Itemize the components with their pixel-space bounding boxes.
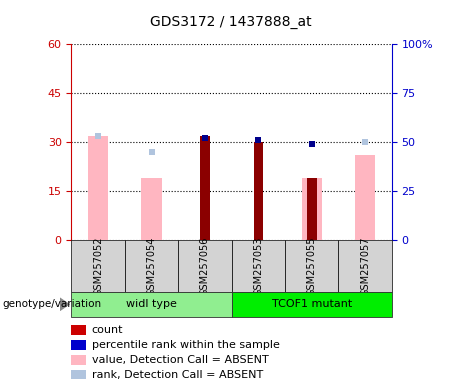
Bar <box>301 178 322 240</box>
Text: rank, Detection Call = ABSENT: rank, Detection Call = ABSENT <box>92 370 263 380</box>
Text: GSM257057: GSM257057 <box>360 236 370 296</box>
Text: GSM257054: GSM257054 <box>147 236 157 296</box>
Bar <box>71 325 86 335</box>
Text: GSM257052: GSM257052 <box>93 236 103 296</box>
Text: genotype/variation: genotype/variation <box>2 299 101 310</box>
Bar <box>178 240 231 292</box>
Text: value, Detection Call = ABSENT: value, Detection Call = ABSENT <box>92 355 268 365</box>
Polygon shape <box>60 297 70 311</box>
Bar <box>142 178 162 240</box>
Bar <box>231 240 285 292</box>
Bar <box>71 370 86 379</box>
Bar <box>307 178 317 240</box>
Bar <box>71 240 125 292</box>
Text: GSM257055: GSM257055 <box>307 236 317 296</box>
Text: percentile rank within the sample: percentile rank within the sample <box>92 340 279 350</box>
Bar <box>71 340 86 350</box>
Bar <box>338 240 392 292</box>
Bar <box>125 240 178 292</box>
Bar <box>71 292 231 317</box>
Text: GSM257056: GSM257056 <box>200 236 210 296</box>
Bar <box>231 292 392 317</box>
Text: GDS3172 / 1437888_at: GDS3172 / 1437888_at <box>150 15 311 28</box>
Bar <box>285 240 338 292</box>
Bar <box>71 355 86 364</box>
Text: widl type: widl type <box>126 299 177 310</box>
Bar <box>254 142 263 240</box>
Bar <box>200 136 210 240</box>
Bar <box>355 155 375 240</box>
Bar <box>88 136 108 240</box>
Text: count: count <box>92 325 123 335</box>
Text: GSM257053: GSM257053 <box>254 236 263 296</box>
Text: TCOF1 mutant: TCOF1 mutant <box>272 299 352 310</box>
